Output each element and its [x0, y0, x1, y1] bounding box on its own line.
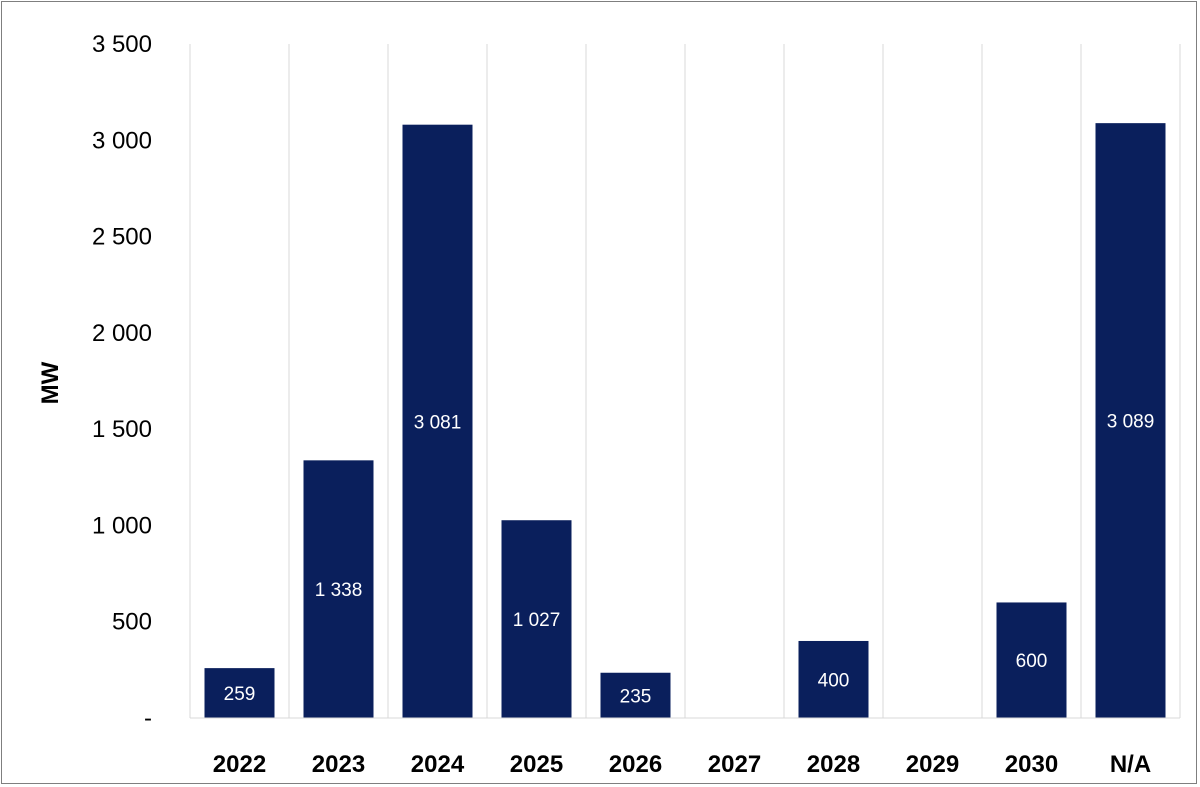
- y-tick-label: 2 000: [92, 320, 152, 347]
- bar: [204, 668, 275, 718]
- y-tick-label: -: [144, 705, 152, 732]
- data-label: 1 338: [315, 580, 363, 601]
- bar: [996, 602, 1067, 718]
- x-category-label: 2025: [510, 751, 563, 778]
- x-category-label: 2030: [1005, 751, 1058, 778]
- y-tick-label: 2 500: [92, 224, 152, 251]
- bars: [204, 123, 1166, 719]
- bar: [1095, 123, 1166, 719]
- y-tick-label: 1 000: [92, 512, 152, 539]
- data-label: 235: [620, 686, 652, 707]
- bar: [402, 124, 473, 718]
- data-label: 1 027: [513, 610, 561, 631]
- x-category-label: 2022: [213, 751, 266, 778]
- gridlines: [189, 44, 1181, 718]
- x-category-label: 2028: [807, 751, 860, 778]
- bar: [600, 672, 671, 718]
- x-axis-categories: 2022 2023 2024 2025 2026 2027 2028 2029 2030 N/A: [213, 751, 1151, 778]
- x-category-label: 2029: [906, 751, 959, 778]
- data-label: 259: [224, 684, 256, 705]
- data-labels: 259 1 338 3 081 1 027 235 400 600 3 089: [224, 412, 1155, 708]
- y-tick-label: 3 500: [92, 31, 152, 58]
- y-tick-label: 1 500: [92, 416, 152, 443]
- y-axis-label: MW: [37, 361, 64, 404]
- data-label: 3 089: [1107, 412, 1155, 433]
- x-category-label: 2023: [312, 751, 365, 778]
- bar: [303, 460, 374, 718]
- x-category-label: N/A: [1110, 751, 1151, 778]
- data-label: 400: [818, 670, 850, 691]
- bar: [501, 520, 572, 718]
- data-label: 3 081: [414, 412, 462, 433]
- x-category-label: 2024: [411, 751, 465, 778]
- y-tick-label: 500: [112, 609, 152, 636]
- y-axis-ticks: - 500 1 000 1 500 2 000 2 500 3 000 3 500: [92, 31, 152, 732]
- x-category-label: 2026: [609, 751, 662, 778]
- bar: [798, 640, 869, 718]
- data-label: 600: [1016, 651, 1048, 672]
- y-tick-label: 3 000: [92, 127, 152, 154]
- x-category-label: 2027: [708, 751, 761, 778]
